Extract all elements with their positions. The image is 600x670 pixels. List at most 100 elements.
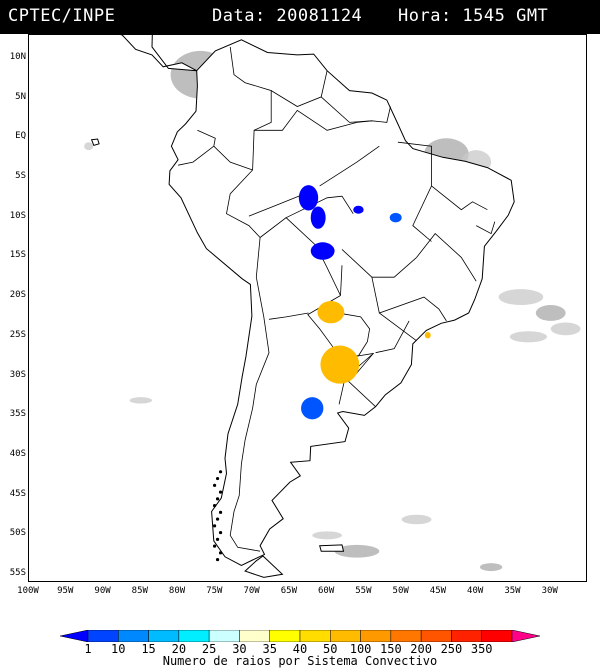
- convective-system: [317, 301, 345, 324]
- map-canvas: [84, 35, 581, 578]
- colorbar-segment: [360, 630, 392, 642]
- border-line: [248, 193, 305, 217]
- latitude-tick-label: 5N: [15, 91, 26, 102]
- latitude-tick-label: 40S: [9, 448, 26, 459]
- latitude-tick-label: 50S: [9, 528, 26, 539]
- colorbar-segment: [390, 630, 422, 642]
- archipelago-islet: [212, 483, 217, 487]
- convective-system: [310, 206, 326, 229]
- archipelago-islet: [212, 524, 217, 528]
- border-line: [319, 145, 380, 187]
- colorbar-tick-label: 30: [232, 642, 247, 656]
- longitude-tick-label: 70W: [243, 586, 260, 596]
- longitude-tick-label: 35W: [504, 586, 521, 596]
- source-label: CPTEC/INPE: [8, 6, 116, 26]
- latitude-tick-label: EQ: [15, 131, 26, 142]
- central-america-coastline: [120, 35, 197, 72]
- south-america-coastline: [168, 39, 515, 567]
- colorbar-segment: [299, 630, 331, 642]
- colorbar-title: Numero de raios por Sistema Convectivo: [162, 654, 438, 668]
- colorbar-segment: [239, 630, 270, 642]
- convective-system: [301, 397, 324, 420]
- colorbar-tick-label: 20: [171, 642, 187, 656]
- longitude-tick-label: 65W: [280, 586, 297, 596]
- colorbar-segment: [330, 630, 361, 642]
- colorbar-tick-label: 15: [141, 642, 156, 656]
- tierra-del-fuego-coastline: [244, 555, 284, 578]
- colorbar-tick-label: 1: [84, 642, 92, 656]
- longitude-tick-label: 60W: [317, 586, 335, 596]
- colorbar: [60, 630, 540, 642]
- latitude-tick-label: 15S: [9, 250, 26, 261]
- colorbar-segment: [148, 630, 180, 642]
- convective-systems-layer: [298, 185, 431, 420]
- time-label: Hora: 1545 GMT: [398, 6, 549, 26]
- convective-system: [298, 185, 319, 211]
- border-line: [213, 145, 253, 171]
- longitude-tick-label: 75W: [206, 586, 223, 596]
- longitude-tick-label: 45W: [429, 586, 447, 596]
- galapagos-coastline: [90, 138, 100, 147]
- cloud-patch: [535, 305, 566, 321]
- border-line: [416, 233, 477, 282]
- falklands-coastline: [319, 544, 345, 552]
- archipelago-islet: [218, 530, 223, 535]
- border-line: [270, 70, 328, 107]
- border-line: [379, 296, 447, 322]
- cloud-patch: [550, 322, 581, 336]
- border-line: [254, 109, 372, 131]
- colorbar-segment: [481, 630, 513, 642]
- latitude-tick-label: 20S: [9, 290, 26, 301]
- longitude-tick-label: 100W: [17, 586, 39, 596]
- cloud-patch: [479, 563, 503, 572]
- archipelago-islet: [212, 544, 217, 548]
- latitude-tick-label: 10N: [9, 51, 26, 62]
- border-line: [229, 277, 270, 552]
- colorbar-tick-label: 25: [201, 642, 217, 656]
- border-line: [226, 46, 272, 278]
- latitude-tick-label: 25S: [9, 329, 26, 340]
- convective-system: [310, 242, 335, 260]
- cloud-patch: [84, 142, 94, 151]
- map-header: CPTEC/INPE Data: 20081124 Hora: 1545 GMT: [0, 0, 600, 34]
- archipelago-islet: [215, 557, 220, 562]
- archipelago-islet: [215, 537, 220, 541]
- border-line: [341, 249, 417, 278]
- cloud-patch: [401, 514, 432, 525]
- colorbar-segment: [60, 630, 89, 642]
- colorbar-tick-label: 250: [440, 642, 463, 656]
- archipelago-islet: [218, 490, 223, 494]
- longitude-tick-label: 30W: [541, 586, 558, 596]
- cloud-patch: [509, 331, 548, 343]
- colorbar-segment: [208, 630, 240, 642]
- colorbar-tick-label: 40: [292, 642, 308, 656]
- colorbar-tick-label: 10: [111, 642, 126, 656]
- archipelago-islet: [218, 510, 223, 514]
- cloud-patch: [129, 397, 152, 404]
- colorbar-segment: [118, 630, 149, 642]
- colorbar-tick-label: 350: [470, 642, 493, 656]
- border-line: [268, 312, 309, 320]
- cloud-patch: [498, 289, 544, 306]
- border-line: [375, 320, 410, 354]
- cloud-patch: [312, 531, 343, 540]
- longitude-tick-label: 80W: [168, 586, 186, 596]
- latitude-tick-label: 35S: [9, 409, 26, 420]
- map-frame: [28, 34, 587, 582]
- colorbar-tick-label: 150: [380, 642, 402, 656]
- border-line: [431, 185, 488, 211]
- colorbar-segment: [269, 630, 301, 642]
- latitude-tick-label: 45S: [9, 488, 26, 499]
- convective-system: [353, 205, 364, 214]
- archipelago-islet: [215, 497, 220, 501]
- archipelago-islet: [215, 517, 220, 521]
- colorbar-segment: [511, 630, 540, 642]
- longitude-tick-label: 90W: [94, 586, 111, 596]
- colorbar-tick-label: 35: [262, 642, 277, 656]
- colorbar-tick-label: 200: [410, 642, 432, 656]
- colorbar-segment: [87, 630, 119, 642]
- longitude-tick-label: 50W: [392, 586, 409, 596]
- colorbar-segment: [178, 630, 210, 642]
- colorbar-tick-label: 100: [349, 642, 372, 656]
- colorbar-segment: [420, 630, 452, 642]
